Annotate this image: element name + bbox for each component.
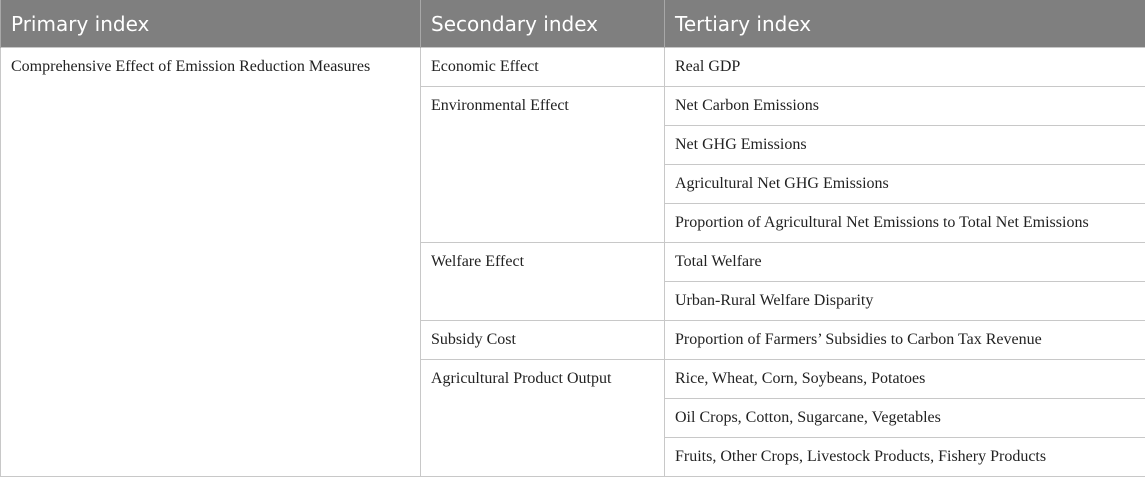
secondary-index-cell: Agricultural Product Output: [421, 360, 665, 477]
secondary-index-cell: Welfare Effect: [421, 243, 665, 321]
tertiary-index-cell: Real GDP: [665, 48, 1145, 87]
tertiary-index-cell: Proportion of Agricultural Net Emissions…: [665, 204, 1145, 243]
secondary-index-cell: Subsidy Cost: [421, 321, 665, 360]
secondary-index-cell: Environmental Effect: [421, 87, 665, 243]
table-row: Comprehensive Effect of Emission Reducti…: [1, 48, 1145, 87]
primary-index-cell: Comprehensive Effect of Emission Reducti…: [1, 48, 421, 477]
tertiary-index-cell: Net Carbon Emissions: [665, 87, 1145, 126]
secondary-index-cell: Economic Effect: [421, 48, 665, 87]
tertiary-index-cell: Agricultural Net GHG Emissions: [665, 165, 1145, 204]
tertiary-index-cell: Rice, Wheat, Corn, Soybeans, Potatoes: [665, 360, 1145, 399]
tertiary-index-cell: Net GHG Emissions: [665, 126, 1145, 165]
header-primary-index: Primary index: [1, 0, 421, 48]
tertiary-index-cell: Fruits, Other Crops, Livestock Products,…: [665, 438, 1145, 477]
tertiary-index-cell: Proportion of Farmers’ Subsidies to Carb…: [665, 321, 1145, 360]
tertiary-index-cell: Urban-Rural Welfare Disparity: [665, 282, 1145, 321]
header-row: Primary index Secondary index Tertiary i…: [1, 0, 1145, 48]
tertiary-index-cell: Oil Crops, Cotton, Sugarcane, Vegetables: [665, 399, 1145, 438]
header-tertiary-index: Tertiary index: [665, 0, 1145, 48]
tertiary-index-cell: Total Welfare: [665, 243, 1145, 282]
header-secondary-index: Secondary index: [421, 0, 665, 48]
